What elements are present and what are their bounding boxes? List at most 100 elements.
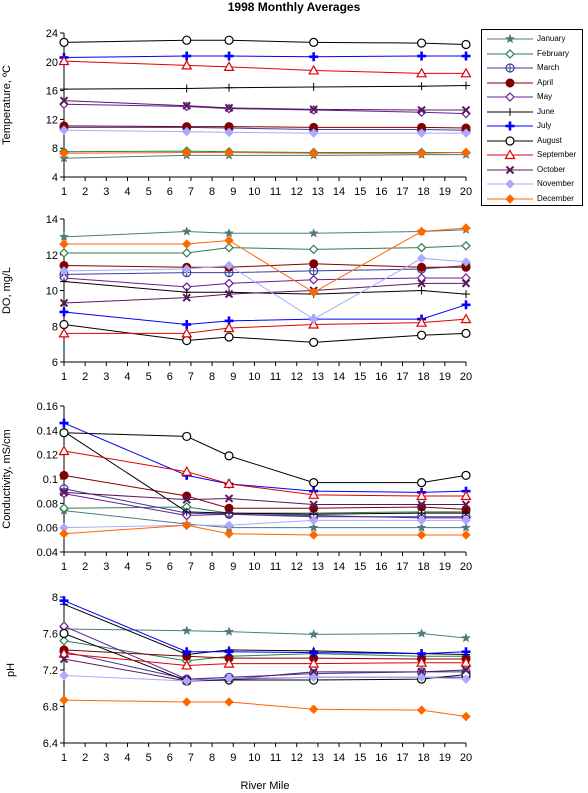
- data-point-december: [308, 530, 319, 540]
- legend-label: May: [537, 92, 553, 101]
- data-point-november: [308, 128, 319, 138]
- x-tick-label: 14: [333, 371, 345, 383]
- series-line-september: [63, 653, 466, 666]
- legend-item-november: November: [482, 177, 582, 191]
- x-tick-label: 3: [103, 561, 109, 573]
- data-point-september: [58, 445, 70, 456]
- data-point-june: [182, 84, 191, 93]
- y-tick-label: 14: [46, 214, 58, 226]
- data-point-february: [308, 244, 319, 255]
- legend-label: February: [537, 48, 570, 58]
- y-tick-label: 0.1: [43, 474, 58, 486]
- x-tick-label: 12: [291, 371, 303, 383]
- data-point-december: [224, 697, 234, 707]
- legend-swatch: [487, 92, 533, 102]
- series-line-october: [63, 491, 466, 506]
- data-point-august: [224, 451, 234, 461]
- data-point-august: [182, 35, 192, 45]
- x-tick-label: 6: [167, 752, 173, 764]
- x-tick-label: 17: [396, 371, 408, 383]
- data-point-october: [309, 500, 318, 509]
- data-point-july: [59, 418, 69, 428]
- x-tick-label: 10: [248, 371, 260, 383]
- series-line-may: [63, 493, 466, 519]
- y-tick-label: 16: [46, 86, 58, 98]
- data-point-september: [181, 465, 193, 476]
- series-july: [59, 300, 471, 329]
- data-point-september: [460, 67, 472, 78]
- x-tick-label: 5: [146, 186, 152, 198]
- data-point-june: [462, 290, 470, 299]
- data-point-november: [308, 314, 319, 324]
- data-point-september: [181, 659, 193, 670]
- data-point-december: [59, 148, 69, 158]
- series-line-december: [63, 524, 466, 536]
- data-point-october: [309, 667, 318, 677]
- legend-swatch: [487, 179, 533, 189]
- data-point-september: [58, 327, 70, 338]
- legend-swatch: [487, 193, 533, 204]
- data-point-september: [181, 327, 193, 338]
- x-tick-label: 15: [354, 371, 366, 383]
- data-point-july: [59, 596, 69, 606]
- x-tick-label: 8: [209, 371, 215, 383]
- x-tick-label: 19: [439, 371, 451, 383]
- data-point-october: [59, 96, 69, 105]
- data-point-august: [182, 335, 192, 346]
- legend-item-august: August: [482, 134, 582, 148]
- series-line-august: [63, 323, 467, 343]
- data-point-october: [59, 488, 69, 497]
- data-point-december: [308, 148, 319, 158]
- data-point-august: [224, 35, 234, 45]
- legend-item-july: July: [482, 119, 582, 133]
- legend-marker-october: [505, 165, 515, 174]
- series-line-october: [63, 658, 467, 682]
- x-tick-label: 6: [167, 561, 173, 573]
- x-tick-label: 8: [209, 752, 215, 764]
- series-line-july: [63, 304, 467, 325]
- y-axis-label: Conductivity, mS/cm: [1, 429, 13, 528]
- data-point-july: [182, 319, 192, 329]
- x-tick-label: 16: [375, 561, 387, 573]
- series-october: [59, 96, 471, 115]
- x-tick-label: 5: [146, 561, 152, 573]
- data-point-september: [181, 59, 193, 70]
- series-june: [60, 81, 470, 94]
- x-tick-label: 2: [82, 752, 88, 764]
- data-point-july: [461, 51, 471, 61]
- data-point-october: [417, 500, 426, 509]
- y-tick-label: 8: [52, 592, 58, 604]
- y-tick-label: 0.16: [37, 401, 58, 413]
- x-tick-label: 11: [270, 371, 281, 383]
- series-line-september: [63, 60, 466, 74]
- legend-item-april: April: [482, 76, 582, 90]
- data-point-november: [59, 266, 69, 276]
- y-axis-label: Temperature, ºC: [1, 65, 13, 145]
- x-tick-label: 12: [291, 186, 303, 198]
- x-tick-label: 19: [439, 561, 451, 573]
- x-tick-label: 16: [375, 371, 387, 383]
- data-point-september: [223, 322, 235, 333]
- x-tick-label: 10: [248, 186, 260, 198]
- data-point-january: [416, 522, 427, 532]
- data-point-november: [416, 515, 427, 526]
- data-point-december: [224, 529, 234, 539]
- y-tick-label: 0.04: [37, 547, 58, 559]
- series-november: [59, 670, 471, 686]
- data-point-january: [181, 226, 192, 236]
- x-tick-label: 13: [312, 561, 324, 573]
- x-tick-label: 9: [230, 371, 236, 383]
- legend-swatch: [487, 33, 533, 44]
- data-point-february: [59, 635, 69, 646]
- series-line-february: [63, 150, 466, 154]
- data-point-november: [182, 676, 192, 686]
- x-tick-label: 11: [270, 752, 281, 764]
- series-september: [58, 445, 472, 501]
- series-line-january: [63, 229, 467, 238]
- data-point-december: [416, 530, 427, 540]
- data-point-august: [461, 328, 471, 338]
- legend-marker-december: [505, 193, 515, 204]
- data-point-june: [60, 85, 68, 94]
- x-tick-label: 2: [82, 371, 88, 383]
